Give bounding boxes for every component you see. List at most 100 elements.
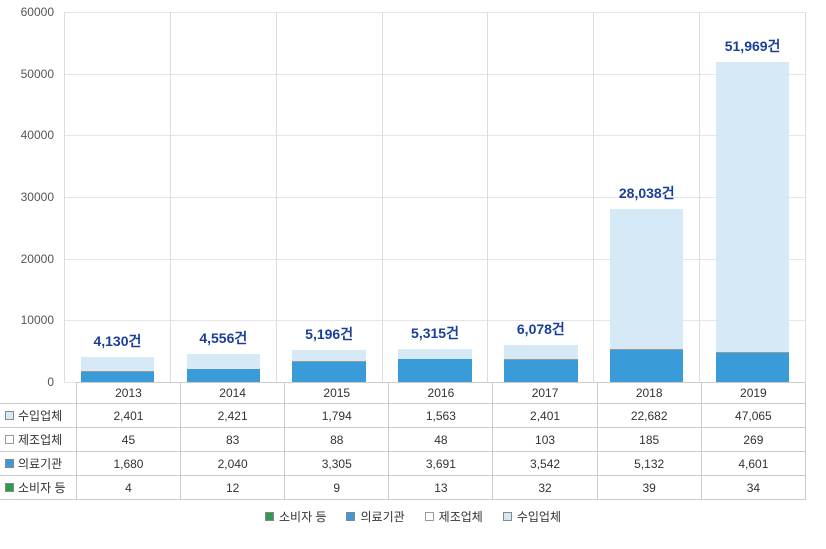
table-cell: 22,682: [597, 404, 701, 428]
legend-item-consumer: 소비자 등: [265, 508, 327, 525]
year-header: 2014: [181, 383, 285, 404]
legend-label: 수입업체: [517, 508, 561, 525]
table-cell: 34: [701, 476, 805, 500]
bar-segment-importer: [187, 354, 260, 369]
bar-segment-importer: [504, 345, 577, 360]
bar-segment-medical: [292, 362, 365, 382]
swatch-consumer: [5, 483, 14, 492]
chart-container: 0100002000030000400005000060000 4,130건4,…: [0, 0, 826, 549]
bar-total-label: 6,078건: [517, 319, 565, 339]
bar-group: 4,556건: [171, 12, 277, 382]
table-cell: 12: [181, 476, 285, 500]
table-corner: [0, 383, 76, 404]
legend-swatch-medical: [346, 512, 355, 521]
table-cell: 4: [76, 476, 180, 500]
bar-total-label: 28,038건: [619, 183, 675, 203]
legend-swatch-consumer: [265, 512, 274, 521]
y-tick: 60000: [0, 5, 54, 19]
year-header: 2019: [701, 383, 805, 404]
table-cell: 48: [389, 428, 493, 452]
bar-group: 5,196건: [277, 12, 383, 382]
table-cell: 2,421: [181, 404, 285, 428]
row-header-label: 소비자 등: [18, 479, 66, 496]
legend-item-mfr: 제조업체: [425, 508, 483, 525]
y-tick: 30000: [0, 190, 54, 204]
bar-segment-medical: [398, 359, 471, 382]
table-cell: 3,542: [493, 452, 597, 476]
year-header: 2015: [285, 383, 389, 404]
swatch-importer: [5, 411, 14, 420]
table-cell: 2,401: [493, 404, 597, 428]
bar-segment-medical: [187, 369, 260, 382]
bar-total-label: 5,196건: [305, 324, 353, 344]
stacked-bar: [292, 350, 365, 382]
stacked-bar: [187, 354, 260, 382]
swatch-mfr: [5, 435, 14, 444]
legend-label: 의료기관: [360, 508, 404, 525]
bar-group: 5,315건: [383, 12, 489, 382]
bar-segment-importer: [81, 357, 154, 372]
table-cell: 1,794: [285, 404, 389, 428]
legend-swatch-mfr: [425, 512, 434, 521]
table-cell: 1,563: [389, 404, 493, 428]
table-cell: 47,065: [701, 404, 805, 428]
year-header: 2016: [389, 383, 493, 404]
table-cell: 185: [597, 428, 701, 452]
legend-label: 제조업체: [439, 508, 483, 525]
table-cell: 4,601: [701, 452, 805, 476]
table-cell: 3,691: [389, 452, 493, 476]
bar-total-label: 4,556건: [199, 328, 247, 348]
table-cell: 39: [597, 476, 701, 500]
table-cell: 3,305: [285, 452, 389, 476]
row-header-medical: 의료기관: [0, 452, 76, 476]
swatch-medical: [5, 459, 14, 468]
year-header: 2018: [597, 383, 701, 404]
bar-segment-medical: [610, 350, 683, 382]
stacked-bar: [610, 209, 683, 382]
table-cell: 2,401: [76, 404, 180, 428]
table-cell: 9: [285, 476, 389, 500]
row-header-importer: 수입업체: [0, 404, 76, 428]
bar-total-label: 4,130건: [93, 331, 141, 351]
plot-area: 4,130건 4,556건 5,196건 5,315건 6,078건 28,038건 51,…: [64, 12, 806, 382]
bar-group: 4,130건: [64, 12, 171, 382]
row-header-mfr: 제조업체: [0, 428, 76, 452]
bar-group: 28,038건: [594, 12, 700, 382]
y-tick: 10000: [0, 313, 54, 327]
table-cell: 1,680: [76, 452, 180, 476]
legend: 소비자 등 의료기관 제조업체 수입업체: [0, 508, 826, 525]
table-cell: 13: [389, 476, 493, 500]
table-cell: 5,132: [597, 452, 701, 476]
y-tick: 40000: [0, 128, 54, 142]
year-header: 2013: [76, 383, 180, 404]
bar-segment-importer: [292, 350, 365, 361]
row-header-label: 수입업체: [18, 407, 62, 424]
bar-group: 51,969건: [700, 12, 806, 382]
y-tick: 50000: [0, 67, 54, 81]
bar-total-label: 51,969건: [725, 36, 781, 56]
stacked-bar: [716, 62, 789, 382]
legend-label: 소비자 등: [279, 508, 327, 525]
row-header-consumer: 소비자 등: [0, 476, 76, 500]
data-table: 2013201420152016201720182019수입업체2,4012,4…: [0, 382, 806, 500]
year-header: 2017: [493, 383, 597, 404]
legend-swatch-importer: [503, 512, 512, 521]
row-header-label: 제조업체: [18, 431, 62, 448]
bar-segment-medical: [504, 360, 577, 382]
bar-segment-importer: [610, 209, 683, 349]
y-axis: 0100002000030000400005000060000: [0, 12, 64, 382]
table-cell: 103: [493, 428, 597, 452]
bar-segment-importer: [716, 62, 789, 352]
row-header-label: 의료기관: [18, 455, 62, 472]
table-cell: 269: [701, 428, 805, 452]
bar-total-label: 5,315건: [411, 323, 459, 343]
bar-segment-medical: [81, 372, 154, 382]
bars-row: 4,130건 4,556건 5,196건 5,315건 6,078건 28,038건 51,…: [64, 12, 806, 382]
table-cell: 45: [76, 428, 180, 452]
legend-item-importer: 수입업체: [503, 508, 561, 525]
table-cell: 88: [285, 428, 389, 452]
bar-group: 6,078건: [488, 12, 594, 382]
table-cell: 83: [181, 428, 285, 452]
stacked-bar: [504, 345, 577, 382]
bar-segment-medical: [716, 353, 789, 381]
